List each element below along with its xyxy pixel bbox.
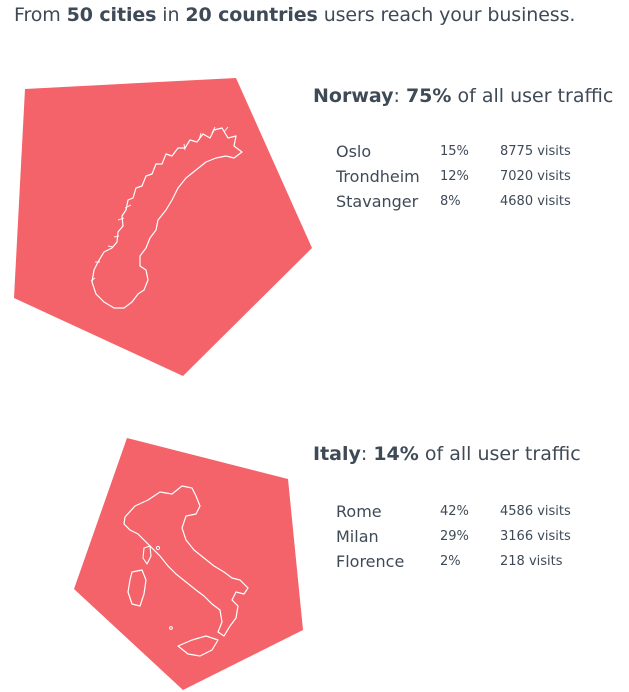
city-percent: 42% <box>440 504 469 519</box>
city-name: Milan <box>336 527 379 546</box>
city-percent: 2% <box>440 554 461 569</box>
city-row: Florence 2% 218 visits <box>336 549 571 574</box>
city-table: Oslo 15% 8775 visits Trondheim 12% 7020 … <box>336 139 571 214</box>
city-row: Milan 29% 3166 visits <box>336 524 571 549</box>
headline: From 50 cities in 20 countries users rea… <box>14 4 575 26</box>
country-share: 14% <box>373 443 419 465</box>
city-visits: 8775 visits <box>500 144 571 159</box>
headline-suffix: users reach your business. <box>317 4 576 26</box>
city-visits: 3166 visits <box>500 529 571 544</box>
italy-pentagon-shape <box>74 438 303 690</box>
city-visits: 4680 visits <box>500 194 571 209</box>
country-name: Norway <box>313 85 394 107</box>
city-percent: 15% <box>440 144 469 159</box>
country-title: Norway: 75% of all user traffic <box>313 85 614 107</box>
city-percent: 29% <box>440 529 469 544</box>
city-name: Rome <box>336 502 382 521</box>
headline-middle: in <box>156 4 186 26</box>
city-name: Trondheim <box>336 167 420 186</box>
city-table: Rome 42% 4586 visits Milan 29% 3166 visi… <box>336 499 571 574</box>
country-title: Italy: 14% of all user traffic <box>313 443 581 465</box>
city-name: Oslo <box>336 142 372 161</box>
pentagon-background <box>74 438 303 690</box>
city-visits: 7020 visits <box>500 169 571 184</box>
city-percent: 8% <box>440 194 461 209</box>
headline-cities: 50 cities <box>66 4 157 26</box>
island-dot <box>169 626 173 630</box>
headline-prefix: From <box>14 4 67 26</box>
city-name: Stavanger <box>336 192 419 211</box>
city-visits: 4586 visits <box>500 504 571 519</box>
country-section-italy: Italy: 14% of all user traffic Rome 42% … <box>0 436 629 692</box>
corsica-outline <box>142 545 152 565</box>
country-share-suffix: of all user traffic <box>418 443 581 465</box>
norway-outline-icon <box>91 127 243 309</box>
country-section-norway: Norway: 75% of all user traffic Oslo 15%… <box>0 76 629 378</box>
sicily-outline <box>177 635 219 657</box>
island-dot <box>155 545 161 551</box>
italy-outline-icon <box>123 485 249 637</box>
city-percent: 12% <box>440 169 469 184</box>
country-share: 75% <box>405 85 452 107</box>
country-name: Italy <box>313 443 361 465</box>
city-name: Florence <box>336 552 405 571</box>
city-row: Trondheim 12% 7020 visits <box>336 164 571 189</box>
norway-pentagon-shape <box>14 78 312 376</box>
pentagon-background <box>14 78 312 376</box>
headline-countries: 20 countries <box>185 4 318 26</box>
city-row: Rome 42% 4586 visits <box>336 499 571 524</box>
norway-outline-detail <box>90 126 229 282</box>
city-row: Oslo 15% 8775 visits <box>336 139 571 164</box>
city-visits: 218 visits <box>500 554 563 569</box>
sardinia-outline <box>127 569 147 607</box>
city-row: Stavanger 8% 4680 visits <box>336 189 571 214</box>
country-share-suffix: of all user traffic <box>451 85 614 107</box>
